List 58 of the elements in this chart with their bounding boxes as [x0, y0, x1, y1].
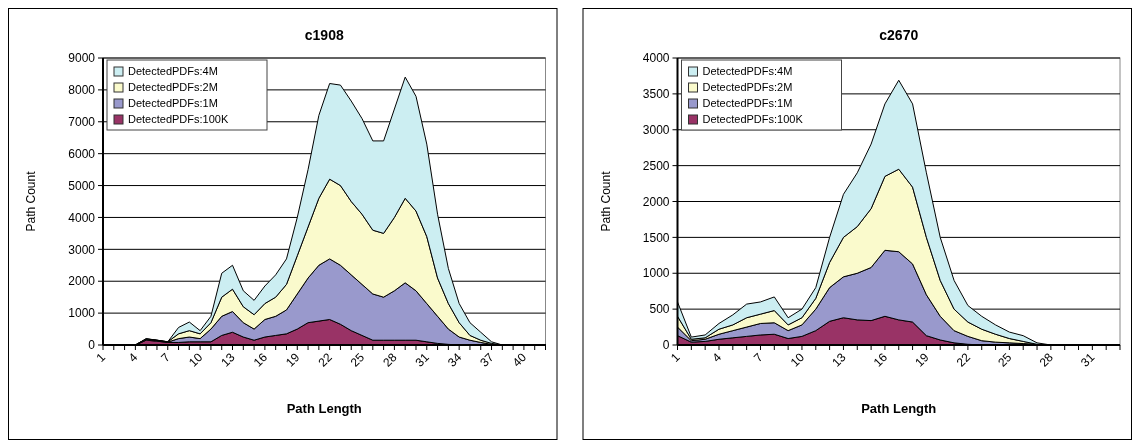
x-tick-label: 31 [412, 349, 433, 370]
x-tick-label: 7 [750, 349, 766, 365]
legend-label: DetectedPDFs:4M [702, 65, 793, 78]
y-tick-label: 1000 [642, 266, 670, 281]
y-tick-label: 6000 [68, 146, 96, 161]
x-tick-label: 4 [709, 349, 725, 365]
legend-label: DetectedPDFs:100K [702, 113, 804, 126]
x-tick-label: 13 [829, 349, 849, 370]
x-tick-label: 37 [477, 349, 497, 370]
x-tick-label: 4 [125, 349, 141, 365]
y-tick-label: 3000 [68, 242, 96, 257]
x-tick-label: 25 [347, 349, 368, 370]
y-tick-label: 4000 [642, 51, 670, 66]
x-tick-label: 1 [667, 349, 683, 365]
x-tick-label: 28 [1036, 349, 1057, 370]
legend-label: DetectedPDFs:2M [128, 81, 218, 94]
chart-title: c2670 [879, 27, 919, 43]
x-tick-label: 19 [283, 349, 303, 370]
y-tick-label: 4000 [68, 210, 96, 225]
y-tick-label: 0 [88, 338, 96, 353]
y-axis-title: Path Count [24, 170, 38, 232]
legend-label: DetectedPDFs:100K [128, 113, 229, 126]
x-tick-label: 22 [315, 349, 335, 370]
x-tick-label: 40 [509, 349, 530, 370]
y-tick-label: 500 [649, 302, 670, 317]
y-tick-label: 0 [662, 338, 670, 353]
x-tick-label: 31 [1078, 349, 1098, 370]
x-tick-label: 22 [953, 349, 974, 370]
y-tick-label: 5000 [68, 178, 96, 193]
legend-label: DetectedPDFs:1M [128, 97, 218, 110]
x-tick-label: 28 [380, 349, 400, 370]
y-tick-label: 1000 [68, 306, 96, 321]
legend-label: DetectedPDFs:1M [702, 97, 793, 110]
y-tick-label: 2000 [642, 194, 670, 209]
x-tick-label: 7 [158, 349, 174, 365]
x-tick-label: 13 [218, 349, 238, 370]
y-tick-label: 3500 [642, 87, 670, 102]
y-tick-label: 2000 [68, 274, 96, 289]
y-axis-title: Path Count [598, 170, 613, 232]
y-tick-label: 7000 [68, 114, 96, 129]
x-tick-label: 10 [185, 349, 206, 370]
x-tick-label: 34 [444, 349, 465, 370]
x-axis-title: Path Length [286, 401, 362, 416]
y-tick-label: 1500 [642, 230, 670, 245]
legend-label: DetectedPDFs:2M [702, 81, 793, 94]
y-tick-label: 8000 [68, 83, 96, 98]
x-axis-title: Path Length [861, 401, 937, 416]
x-tick-label: 16 [250, 349, 271, 370]
y-tick-label: 2500 [642, 158, 670, 173]
x-tick-label: 25 [995, 349, 1015, 370]
y-tick-label: 9000 [68, 51, 96, 66]
x-tick-label: 19 [912, 349, 932, 370]
y-tick-label: 3000 [642, 122, 670, 137]
x-tick-label: 16 [870, 349, 891, 370]
chart-title: c1908 [304, 27, 344, 43]
x-tick-label: 10 [787, 349, 808, 370]
x-tick-label: 1 [93, 349, 109, 365]
legend-label: DetectedPDFs:4M [128, 65, 218, 78]
